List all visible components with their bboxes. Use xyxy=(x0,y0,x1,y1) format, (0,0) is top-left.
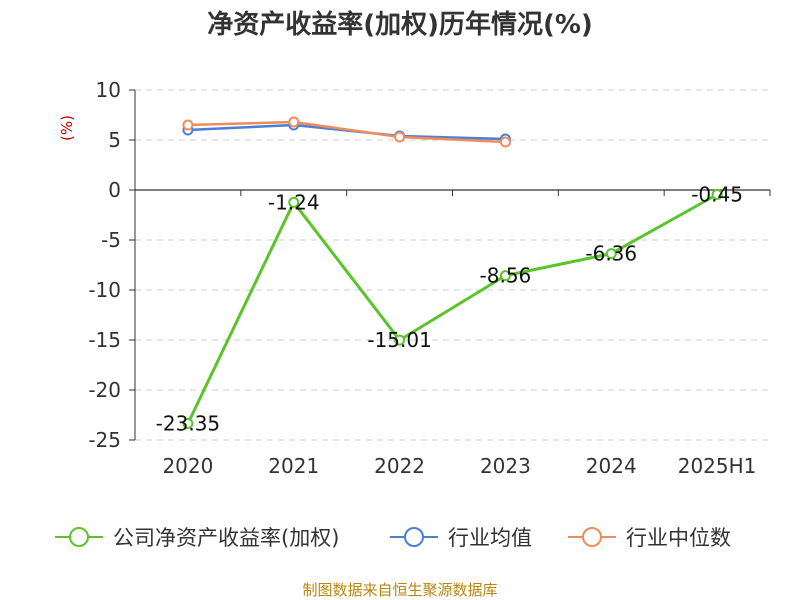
x-tick-label: 2020 xyxy=(162,454,213,478)
data-point xyxy=(288,116,300,128)
data-label: -0.45 xyxy=(691,183,743,207)
data-point xyxy=(499,136,511,148)
chart-title: 净资产收益率(加权)历年情况(%) xyxy=(207,9,593,40)
series-line-2 xyxy=(187,120,506,144)
data-label: -8.56 xyxy=(480,264,532,288)
grid-lines xyxy=(135,89,770,441)
source-note: 制图数据来自恒生聚源数据库 xyxy=(302,581,497,599)
x-tick-label: 2025H1 xyxy=(678,454,757,478)
legend: 公司净资产收益率(加权) 行业均值 行业中位数 xyxy=(55,526,731,550)
data-point xyxy=(605,248,617,260)
axes: 10 5 0 -5 -10 -15 -20 -25 2020 2021 2022 2023 2024 20… xyxy=(88,78,771,478)
data-point xyxy=(182,418,194,429)
y-tick-label: -5 xyxy=(101,228,121,252)
legend-label: 行业均值 xyxy=(448,526,532,550)
y-tick-label: -20 xyxy=(88,378,121,402)
y-tick-label: -25 xyxy=(88,428,121,452)
x-tick-label: 2022 xyxy=(374,454,425,478)
y-tick-label: 5 xyxy=(108,128,121,152)
y-axis-unit: (%) xyxy=(58,115,76,141)
x-tick-label: 2024 xyxy=(586,454,637,478)
data-point xyxy=(182,119,194,131)
data-labels: -23.35 -1.24 -15.01 -8.56 -6.36 -0.45 xyxy=(156,183,743,436)
data-label: -1.24 xyxy=(268,190,320,214)
data-point xyxy=(394,334,406,346)
series-line-1 xyxy=(187,123,506,141)
legend-marker xyxy=(69,527,89,547)
legend-label: 公司净资产收益率(加权) xyxy=(113,526,339,550)
legend-marker xyxy=(582,527,602,547)
series-line-0 xyxy=(186,193,718,425)
data-label: -6.36 xyxy=(585,242,637,266)
data-point xyxy=(499,270,511,282)
series-layer xyxy=(182,116,723,429)
legend-marker xyxy=(404,527,424,547)
y-tick-label: -15 xyxy=(88,328,121,352)
data-point xyxy=(711,189,723,200)
x-tick-label: 2021 xyxy=(268,454,319,478)
data-label: -23.35 xyxy=(156,412,220,436)
y-tick-label: 0 xyxy=(108,178,121,202)
data-point xyxy=(394,131,406,143)
data-label: -15.01 xyxy=(367,328,431,352)
data-point xyxy=(288,196,300,208)
y-tick-label: -10 xyxy=(88,278,121,302)
x-tick-label: 2023 xyxy=(480,454,531,478)
y-tick-label: 10 xyxy=(96,78,121,102)
legend-label: 行业中位数 xyxy=(626,526,731,550)
